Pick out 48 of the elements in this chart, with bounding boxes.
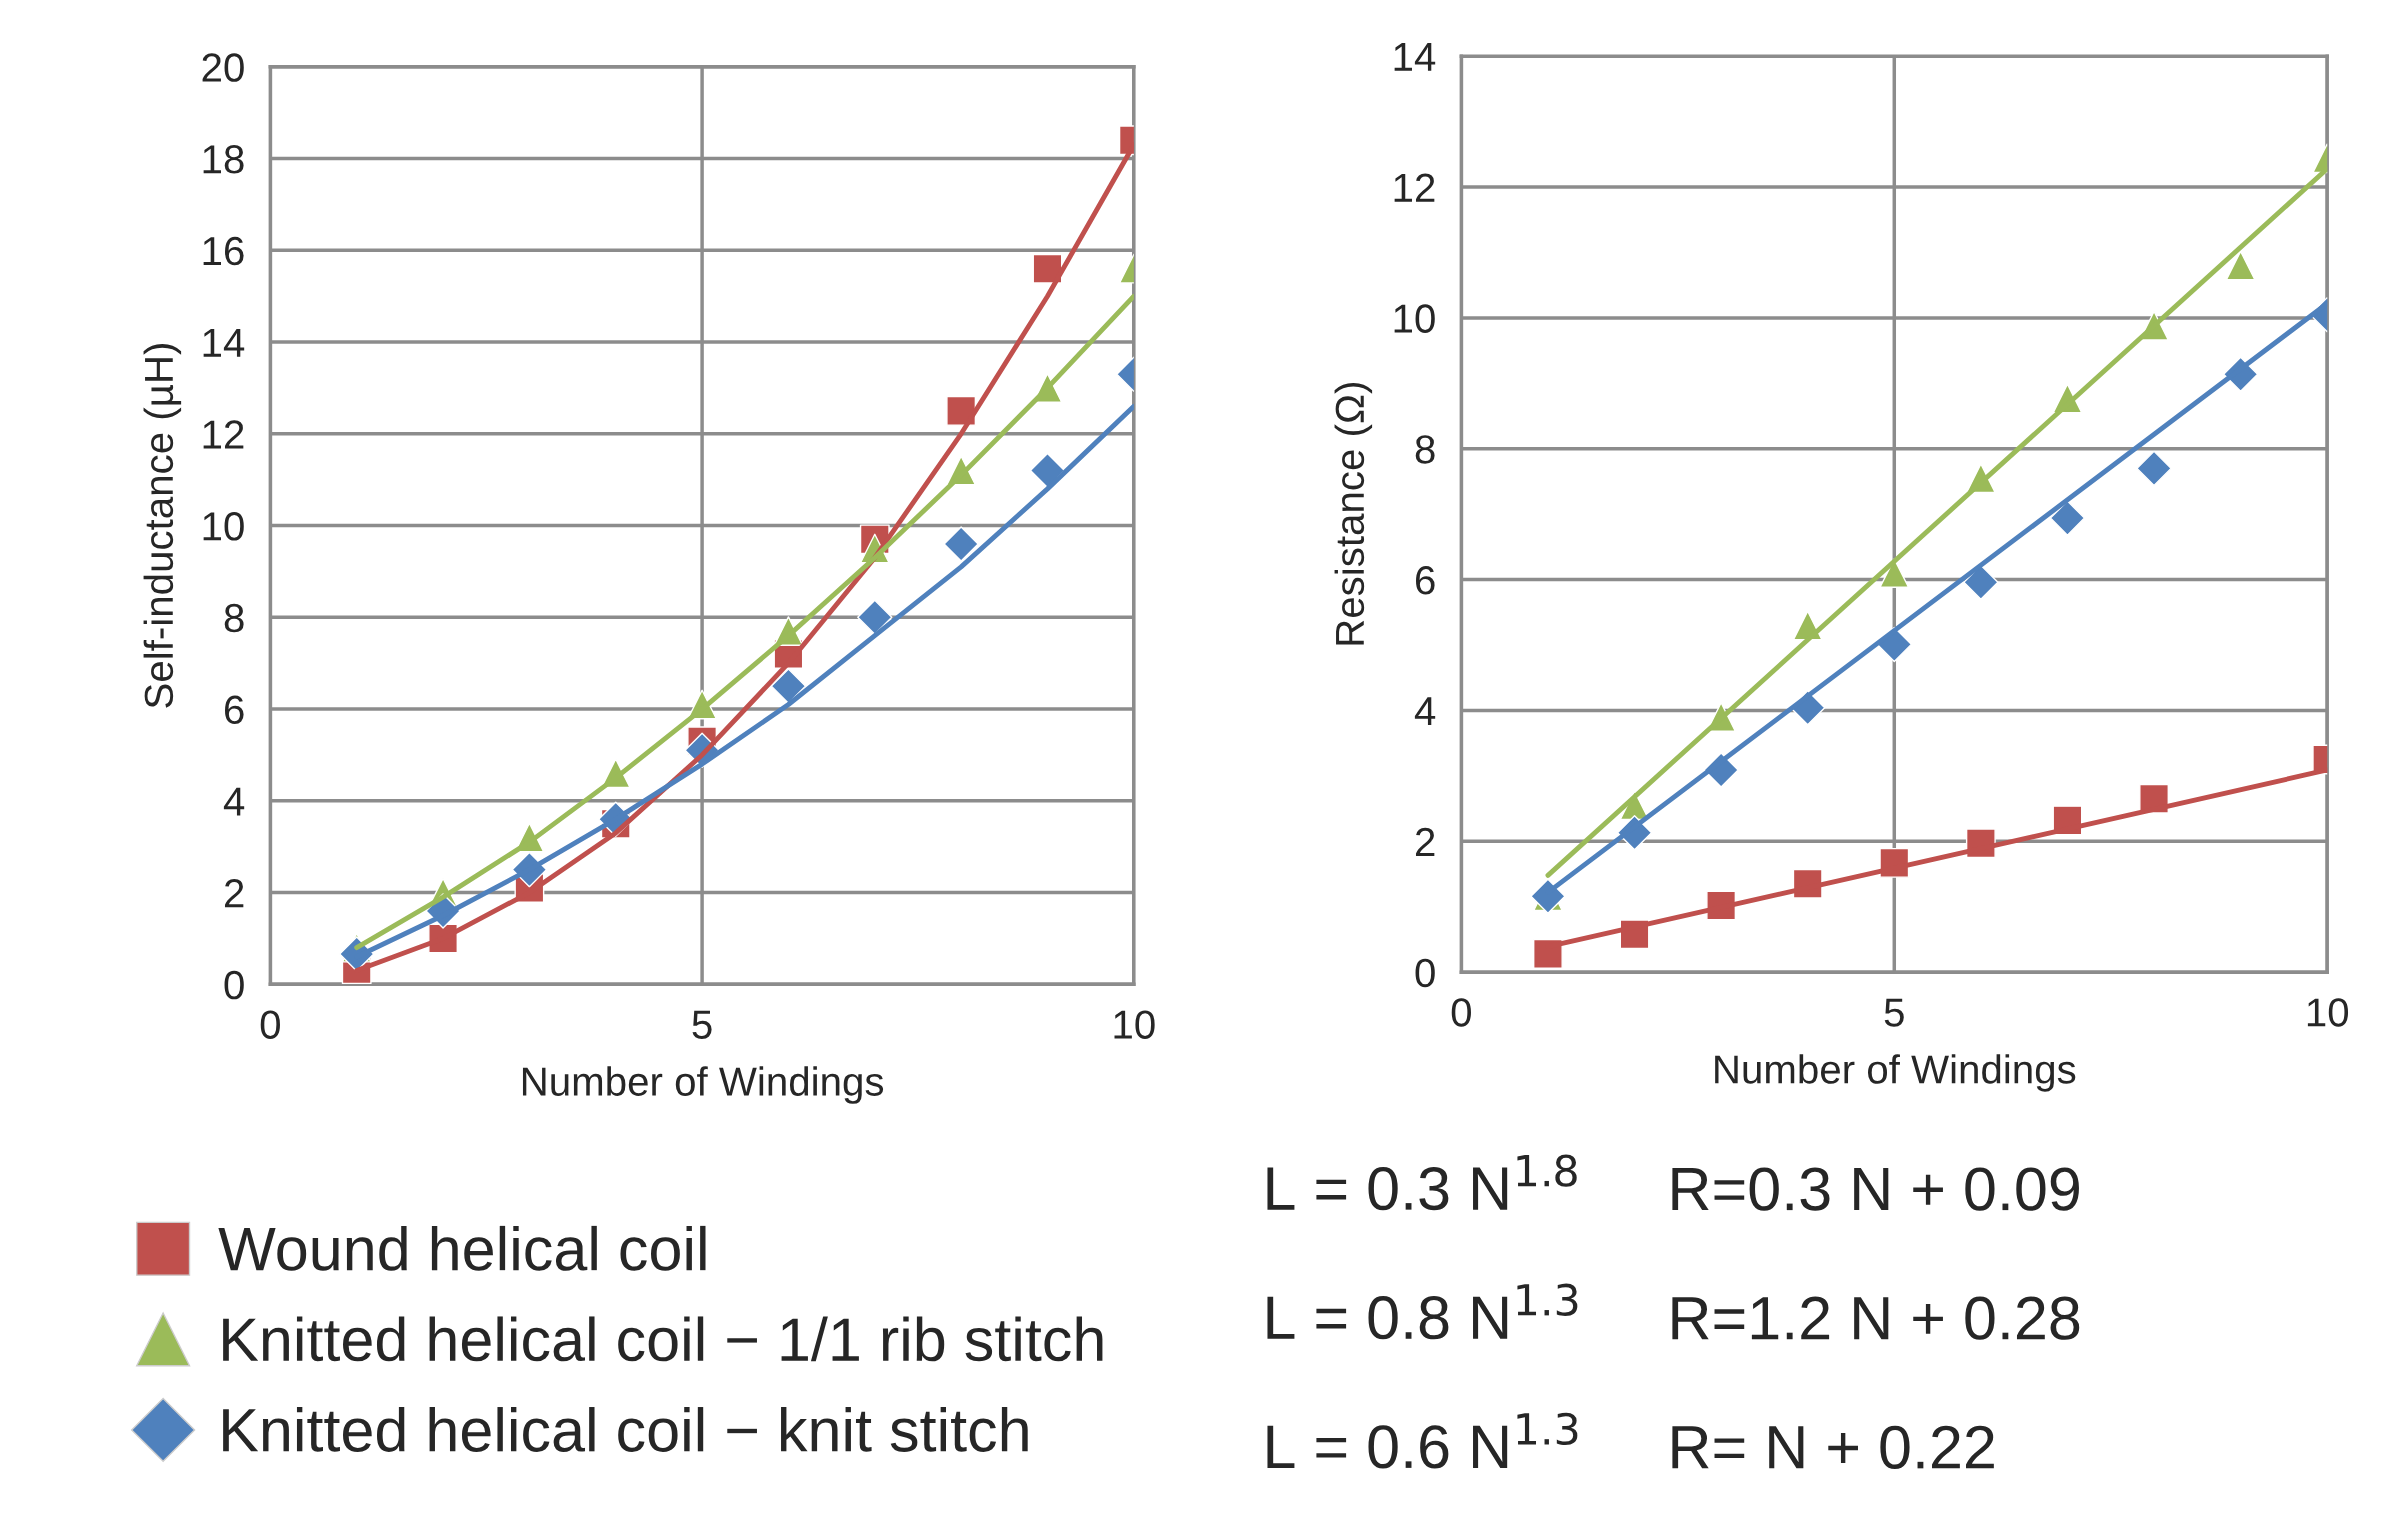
legend-label: Wound helical coil xyxy=(218,1225,706,1271)
y-tick-label: 18 xyxy=(203,145,244,174)
y-tick-label: 2 xyxy=(224,879,244,908)
y-tick-label: 12 xyxy=(203,420,244,449)
legend-label: Knitted helical coil − 1/1 rib stitch xyxy=(223,1316,1103,1362)
point xyxy=(943,526,979,562)
y-tick-label: 0 xyxy=(1415,958,1435,988)
x-tick-label: 0 xyxy=(260,1010,280,1039)
point xyxy=(1963,564,1999,600)
text: L = 0.3 N$^{1.8}$ xyxy=(1267,1154,1577,1211)
text: R= N + 0.22 xyxy=(1672,1425,1994,1469)
legend-label: Knitted helical coil − knit stitch xyxy=(223,1407,1028,1452)
point xyxy=(2136,450,2172,487)
point xyxy=(857,599,893,636)
point xyxy=(2049,500,2086,536)
y-tick-label: 20 xyxy=(202,53,244,82)
point xyxy=(1533,938,1563,969)
x-tick-label: 10 xyxy=(2307,998,2349,1027)
point xyxy=(1029,452,1066,489)
x-axis-title: Number of Windings xyxy=(1715,1054,2076,1092)
y-tick-label: 10 xyxy=(1394,304,1435,333)
x-tick-label: 5 xyxy=(1884,998,1904,1027)
y-tick-label: 8 xyxy=(224,603,244,633)
y-tick-label: 4 xyxy=(223,787,245,816)
text: R=1.2 N + 0.28 xyxy=(1672,1296,2080,1340)
y-tick-label: 14 xyxy=(203,328,245,357)
x-axis-title: Number of Windings xyxy=(522,1066,884,1104)
x-tick-label: 5 xyxy=(692,1010,712,1039)
text: L = 0.6 N$^{1.3}$ xyxy=(1267,1412,1578,1469)
point xyxy=(946,395,977,426)
x-tick-label: 10 xyxy=(1114,1010,1155,1039)
y-axis-title: Self-inductance (µH) xyxy=(143,344,182,708)
y-tick-label: 0 xyxy=(224,970,244,1000)
y-tick-label: 16 xyxy=(203,236,244,266)
y-tick-label: 2 xyxy=(1415,827,1435,856)
y-tick-label: 12 xyxy=(1394,173,1435,202)
text: L = 0.8 N$^{1.3}$ xyxy=(1267,1283,1578,1340)
y-tick-label: 4 xyxy=(1414,697,1436,726)
y-tick-label: 6 xyxy=(225,695,244,725)
y-tick-label: 10 xyxy=(203,512,244,541)
y-tick-label: 6 xyxy=(1416,566,1435,595)
point xyxy=(770,668,807,704)
point xyxy=(2225,250,2256,281)
y-axis-title: Resistance (Ω) xyxy=(1334,382,1373,645)
x-tick-label: 0 xyxy=(1451,998,1471,1027)
text: R=0.3 N + 0.09 xyxy=(1672,1167,2079,1211)
y-tick-label: 14 xyxy=(1394,43,1436,71)
y-tick-label: 8 xyxy=(1415,435,1435,464)
